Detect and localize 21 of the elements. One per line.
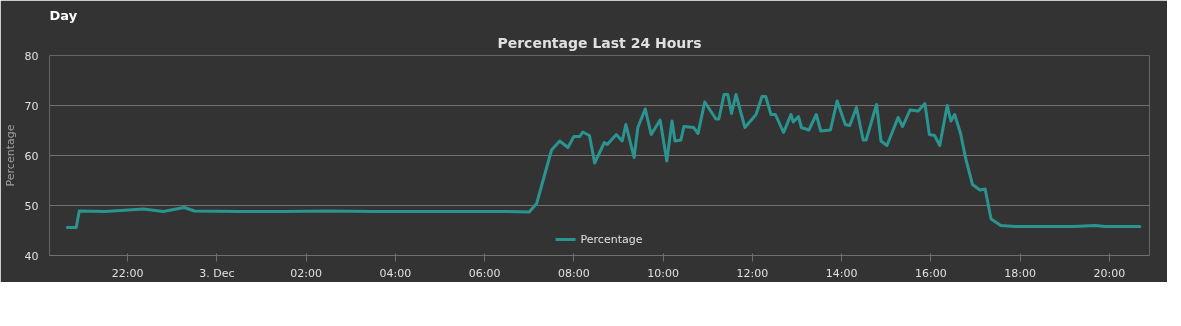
- x-tick-label: 04:00: [379, 266, 412, 280]
- x-tick-label: 10:00: [647, 266, 679, 280]
- x-tick-label: 20:00: [1093, 266, 1126, 280]
- y-tick-label: 50: [24, 199, 39, 213]
- x-tick-label: 16:00: [914, 266, 947, 280]
- x-tick-label: 14:00: [825, 266, 858, 280]
- y-tick-label: 80: [24, 49, 39, 63]
- text: Day: [49, 7, 78, 23]
- y-tick-label: 70: [24, 99, 39, 113]
- x-tick-label: 18:00: [1004, 266, 1036, 280]
- legend-label: Percentage: [580, 232, 643, 246]
- y-axis-title: Percentage: [3, 124, 17, 187]
- x-tick-label: 06:00: [468, 266, 501, 280]
- y-tick-label: 60: [24, 149, 39, 163]
- x-tick-label: 08:00: [557, 266, 590, 280]
- x-tick-label: 12:00: [736, 266, 769, 280]
- chart-title: Percentage Last 24 Hours: [497, 34, 702, 51]
- x-tick-label: 22:00: [111, 266, 144, 280]
- y-tick-label: 40: [24, 249, 39, 263]
- x-tick-label: 02:00: [290, 266, 322, 280]
- x-tick-label: 3. Dec: [199, 266, 235, 280]
